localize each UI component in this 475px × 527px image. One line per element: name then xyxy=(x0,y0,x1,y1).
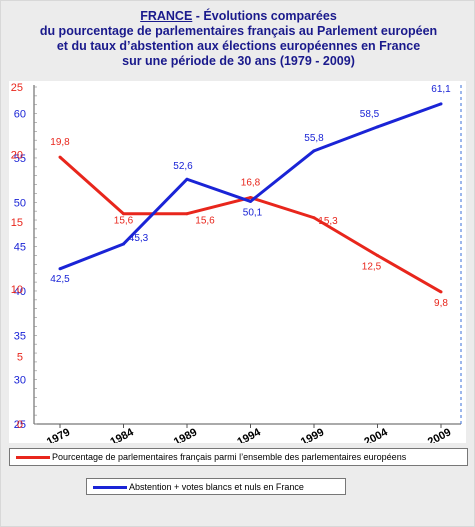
blue-data-point xyxy=(376,125,379,129)
red-data-label: 12,5 xyxy=(362,262,382,273)
blue-data-label: 50,1 xyxy=(243,207,263,218)
y-tick-label-blue: 60 xyxy=(14,109,26,121)
title-line-4: sur une période de 30 ans (1979 - 2009) xyxy=(122,54,355,68)
y-tick-label-blue: 35 xyxy=(14,330,26,342)
blue-data-label: 42,5 xyxy=(50,274,70,285)
red-data-label: 15,6 xyxy=(195,216,215,227)
y-tick-label-red: 5 xyxy=(17,352,23,364)
blue-data-point xyxy=(249,199,252,203)
y-tick-label-blue: 55 xyxy=(14,153,26,165)
legend-blue-label: Abstention + votes blancs et nuls en Fra… xyxy=(129,482,304,492)
x-tick-label: 2009 xyxy=(426,426,453,443)
title-country: FRANCE xyxy=(140,9,193,23)
red-data-label: 15,3 xyxy=(318,216,338,227)
red-data-point xyxy=(312,216,316,220)
blue-data-point xyxy=(122,242,125,246)
blue-data-point xyxy=(58,267,62,271)
x-tick-label: 1989 xyxy=(172,426,199,443)
x-tick-label: 1994 xyxy=(235,426,263,443)
red-data-point xyxy=(58,155,62,159)
legend-blue-series: Abstention + votes blancs et nuls en Fra… xyxy=(86,478,346,495)
y-tick-label-blue: 30 xyxy=(14,375,26,387)
y-tick-label-red: 25 xyxy=(11,82,23,94)
red-data-point xyxy=(376,254,379,257)
red-data-label: 16,8 xyxy=(241,178,261,189)
red-data-point xyxy=(122,212,125,216)
x-tick-label: 1979 xyxy=(45,426,72,443)
legend-red-swatch xyxy=(16,456,50,459)
plot-area: 60 55 50 45 40 35 30 25 25 20 15 10 5 0 1979 1984 1989 19… xyxy=(9,81,466,443)
y-tick-label-blue: 45 xyxy=(14,242,26,254)
blue-data-point xyxy=(185,177,189,181)
y-tick-label-blue: 40 xyxy=(14,286,26,298)
red-data-label: 15,6 xyxy=(114,216,134,227)
blue-data-point xyxy=(312,149,316,153)
chart-title: FRANCE - Évolutions comparées du pourcen… xyxy=(1,9,475,69)
y-tick-label-red: 15 xyxy=(11,217,23,229)
blue-data-point xyxy=(439,102,443,106)
blue-data-label: 58,5 xyxy=(360,109,380,120)
y-tick-label-blue: 25 xyxy=(14,419,26,431)
red-data-point xyxy=(185,212,189,216)
red-data-label: 19,8 xyxy=(50,137,70,148)
x-tick-label: 2004 xyxy=(362,426,390,443)
title-line-2: du pourcentage de parlementaires françai… xyxy=(39,24,438,38)
y-tick-label-red: 20 xyxy=(11,149,23,161)
red-data-label: 9,8 xyxy=(434,298,448,309)
blue-data-label: 55,8 xyxy=(304,133,324,144)
y-tick-label-blue: 50 xyxy=(14,197,26,209)
x-tick-label: 1999 xyxy=(299,426,326,443)
y-tick-label-red: 0 xyxy=(17,419,23,431)
x-tick-label: 1984 xyxy=(108,426,136,443)
legend-red-series: Pourcentage de parlementaires français p… xyxy=(9,448,468,466)
blue-data-label: 45,3 xyxy=(129,233,149,244)
y-tick-label-red: 10 xyxy=(11,284,23,296)
red-data-point xyxy=(249,196,252,200)
red-data-point xyxy=(439,290,443,294)
legend-blue-swatch xyxy=(93,486,127,489)
blue-data-label: 61,1 xyxy=(431,84,451,95)
title-rest: - Évolutions comparées xyxy=(192,9,337,23)
legend-red-label: Pourcentage de parlementaires français p… xyxy=(52,452,407,462)
title-line-3: et du taux d’abstention aux élections eu… xyxy=(56,39,421,53)
title-line-1: FRANCE - Évolutions comparées xyxy=(1,9,475,24)
blue-data-label: 52,6 xyxy=(173,161,193,172)
